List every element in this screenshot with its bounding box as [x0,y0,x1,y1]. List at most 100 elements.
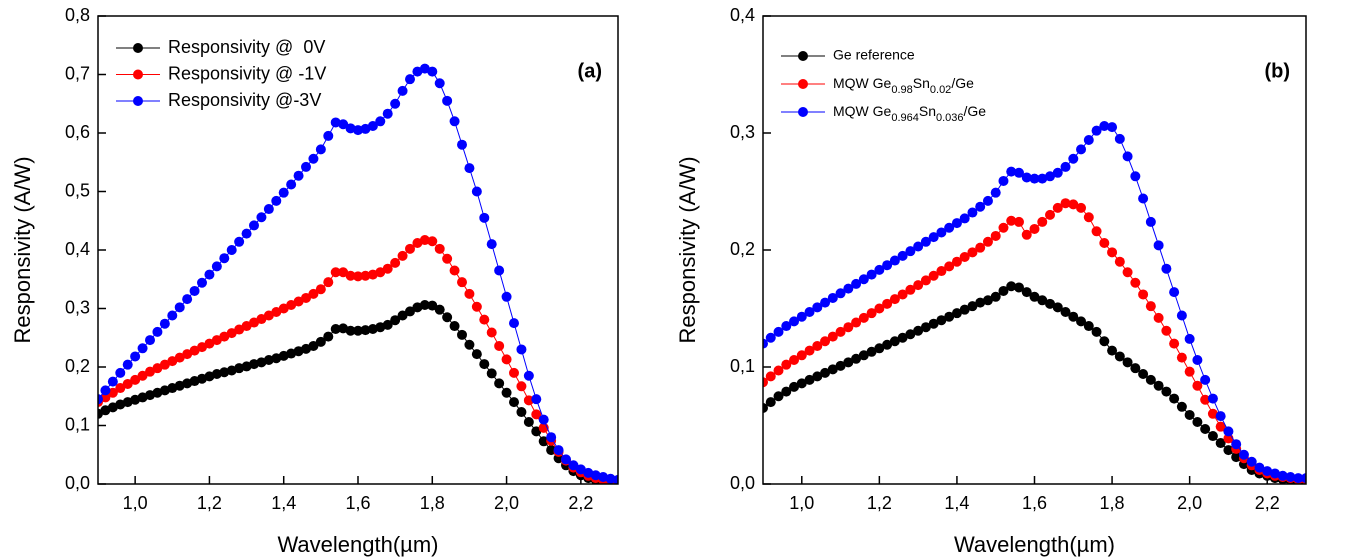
data-point [1045,298,1056,309]
data-point [1029,173,1040,184]
y-tick-label: 0,2 [65,356,90,376]
data-point [1153,240,1164,251]
data-point [982,295,993,306]
data-point [804,345,815,356]
data-point [812,340,823,351]
data-point [494,265,505,276]
data-point [936,266,947,277]
data-point [913,280,924,291]
data-point [263,204,274,215]
data-point [1285,471,1296,482]
data-point [531,409,542,420]
data-point [851,317,862,328]
data-point [882,260,893,271]
data-point [516,407,527,418]
data-point [1091,226,1102,237]
data-point [1301,473,1306,484]
data-point [858,274,869,285]
data-point [1045,171,1056,182]
data-point [308,153,319,164]
data-point [975,242,986,253]
data-point [1060,307,1071,318]
data-point [866,269,877,280]
data-point [1076,316,1087,327]
data-point [789,316,800,327]
data-point [471,186,482,197]
data-point [390,315,401,326]
data-point [920,275,931,286]
data-point [1192,354,1203,365]
data-point [538,436,549,447]
data-point [874,343,885,354]
data-point [234,324,245,335]
data-point [1052,167,1063,178]
data-point [1269,468,1280,479]
data-point [928,318,939,329]
data-point [501,387,512,398]
data-point [796,378,807,389]
data-point [1068,199,1079,210]
data-point [211,261,222,272]
data-point [1076,144,1087,155]
y-tick-label: 0,1 [730,356,755,376]
y-tick-label: 0,5 [65,180,90,200]
data-point [271,307,282,318]
x-tick-label: 2,2 [1255,493,1280,513]
data-point [301,292,311,303]
data-point [1184,333,1195,344]
data-point [982,195,993,206]
data-point [1231,439,1242,450]
data-point [419,299,430,310]
data-point [1223,426,1234,437]
data-point [427,300,438,311]
data-point [137,343,148,354]
data-point [1114,133,1125,144]
data-point [897,289,908,300]
data-point [1099,336,1110,347]
y-tick-label: 0,3 [65,297,90,317]
x-tick-label: 1,2 [867,493,892,513]
data-point [523,416,534,427]
data-point [1254,462,1265,473]
data-point [804,307,815,318]
data-point [1153,380,1164,391]
data-point [1169,393,1180,404]
data-point [516,381,527,392]
data-point [1192,380,1203,391]
data-point [457,329,467,340]
data-point [353,325,363,336]
data-point [315,284,326,295]
data-point [353,125,363,136]
data-point [1099,120,1110,131]
data-point [308,340,319,351]
data-point [1076,202,1087,213]
data-point [434,304,445,315]
data-point [1130,277,1141,288]
data-point [315,336,326,347]
annotation: (b) [1264,60,1290,82]
legend-label: MQW Ge0.98Sn0.02/Ge [833,75,974,96]
data-point [479,314,490,325]
data-point [913,325,924,336]
frame [762,15,1307,485]
data-point [1145,216,1156,227]
y-tick-label: 0,0 [730,473,755,493]
data-point [159,318,170,329]
data-point [1006,166,1017,177]
data-point [1138,289,1149,300]
data-point [122,359,133,370]
data-point [427,236,438,247]
data-point [827,364,838,375]
data-point [1161,386,1172,397]
x-tick-label: 1,6 [1022,493,1047,513]
data-point [330,323,341,334]
data-point [843,322,854,333]
data-point [1114,351,1125,362]
data-point [1130,171,1141,182]
plot-area [763,120,1306,484]
data-point [959,252,970,263]
legend-label: Responsivity @-3V [168,90,321,110]
y-axis-title: Responsivity (A/W) [10,156,35,343]
data-point [107,376,118,387]
data-point [501,291,512,302]
